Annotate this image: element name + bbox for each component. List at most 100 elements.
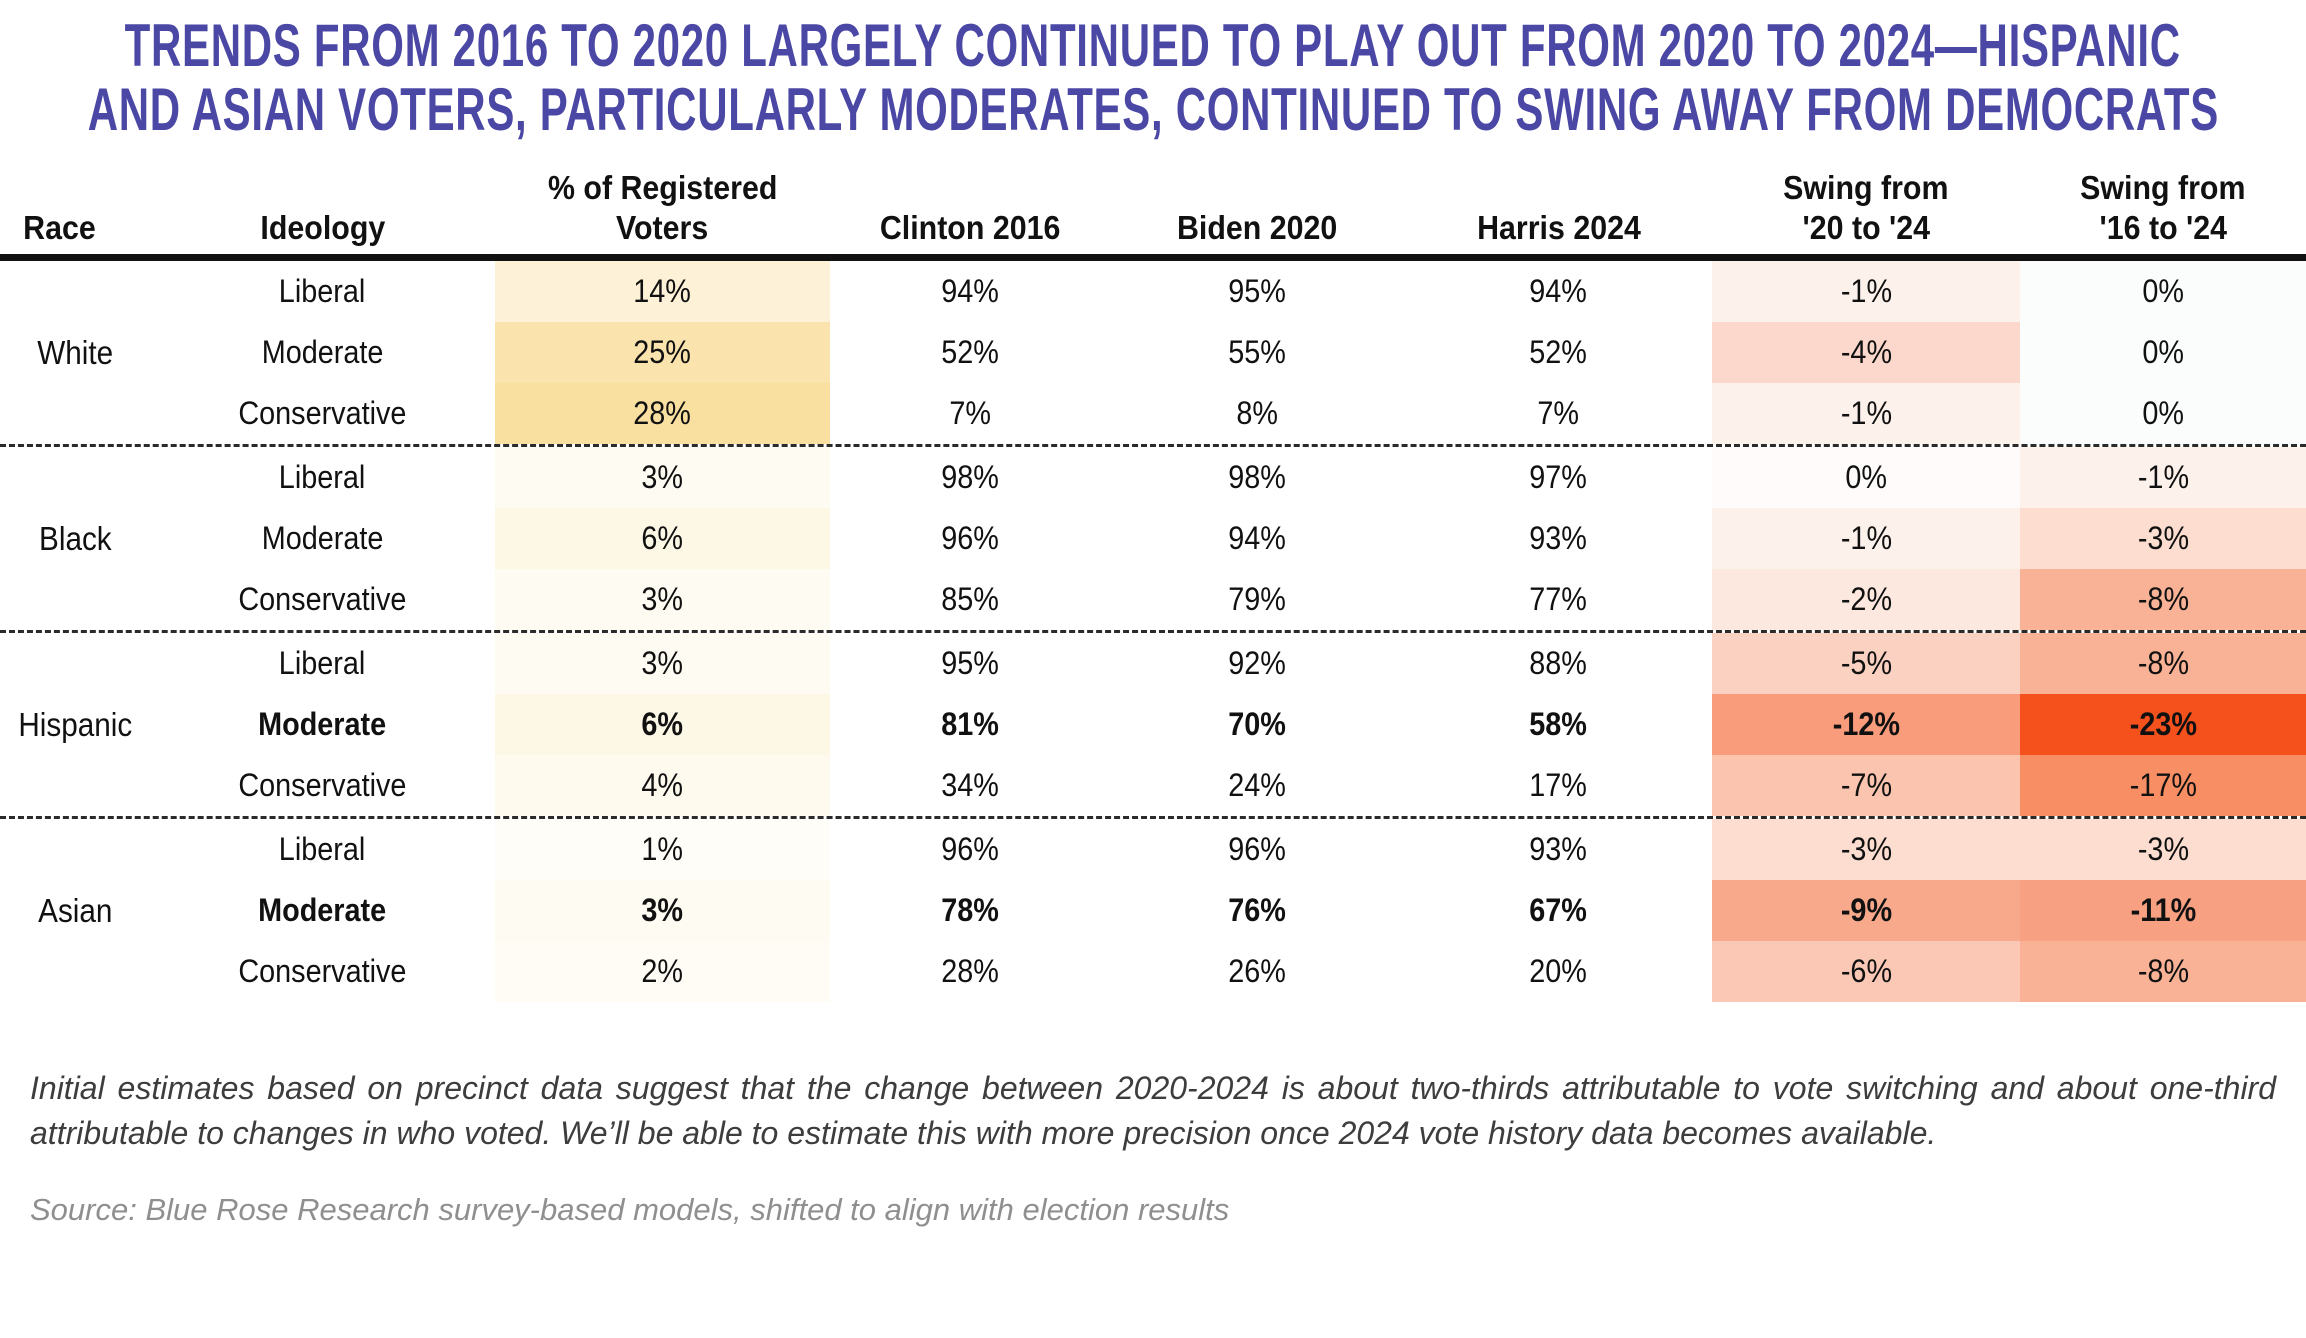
harris-cell: 88% (1529, 645, 1588, 681)
footnote-text: Initial estimates based on precinct data… (30, 1070, 2276, 1151)
swing-16-24-cell: -8% (2020, 633, 2306, 694)
registered-cell: 3% (495, 880, 830, 941)
header-race: Race (23, 209, 96, 246)
swing-20-24-cell: -4% (1712, 322, 2020, 383)
clinton-cell: 28% (941, 953, 999, 989)
swing-16-24-cell: 0% (2020, 383, 2306, 444)
harris-cell: 58% (1529, 706, 1588, 742)
swing-20-24-cell: -7% (1712, 755, 2020, 816)
ideology-cell: Conservative (238, 395, 407, 431)
header-ideology: Ideology (260, 209, 385, 246)
biden-cell: 98% (1228, 459, 1287, 495)
biden-cell: 26% (1228, 953, 1287, 989)
race-label: Black (38, 519, 112, 557)
ideology-cell: Liberal (279, 273, 366, 309)
clinton-cell: 96% (941, 520, 999, 556)
table-row: Moderate 25% 52% 55% 52% -4% 0% (150, 322, 2306, 383)
clinton-cell: 78% (941, 892, 999, 928)
clinton-cell: 34% (941, 767, 999, 803)
ideology-cell: Conservative (238, 767, 407, 803)
table-row-emphasized: Moderate 6% 81% 70% 58% -12% -23% (150, 694, 2306, 755)
registered-cell: 2% (495, 941, 830, 1002)
table-row: Liberal 3% 95% 92% 88% -5% -8% (150, 633, 2306, 694)
harris-cell: 77% (1529, 581, 1588, 617)
ideology-cell: Liberal (279, 459, 366, 495)
ideology-cell: Liberal (279, 831, 366, 867)
swing-20-24-cell: 0% (1712, 447, 2020, 508)
header-harris-2024: Harris 2024 (1476, 209, 1641, 246)
title-line-1: TRENDS FROM 2016 TO 2020 LARGELY CONTINU… (124, 12, 2182, 79)
swing-16-24-cell: -8% (2020, 941, 2306, 1002)
swing-20-24-cell: -9% (1712, 880, 2020, 941)
registered-cell: 14% (495, 261, 830, 322)
registered-cell: 25% (495, 322, 830, 383)
table-row: Conservative 2% 28% 26% 20% -6% -8% (150, 941, 2306, 1002)
swing-16-24-cell: -3% (2020, 508, 2306, 569)
harris-cell: 7% (1537, 395, 1580, 431)
race-label: White (37, 333, 113, 371)
harris-cell: 93% (1529, 831, 1588, 867)
clinton-cell: 85% (941, 581, 999, 617)
ideology-cell: Conservative (238, 581, 407, 617)
biden-cell: 70% (1228, 706, 1287, 742)
title-line-2: AND ASIAN VOTERS, PARTICULARLY MODERATES… (87, 76, 2219, 143)
table-row: Liberal 14% 94% 95% 94% -1% 0% (150, 261, 2306, 322)
swing-16-24-cell: 0% (2020, 261, 2306, 322)
clinton-cell: 52% (941, 334, 999, 370)
swing-16-24-cell: -1% (2020, 447, 2306, 508)
race-group-white: White Liberal 14% 94% 95% 94% -1% 0% Mod… (0, 261, 2306, 444)
swing-16-24-cell: -3% (2020, 819, 2306, 880)
header-swing-20-24: Swing from '20 to '24 (1783, 169, 1949, 246)
ideology-cell: Moderate (258, 706, 387, 742)
source-attribution: Source: Blue Rose Research survey-based … (30, 1192, 1230, 1227)
registered-cell: 3% (495, 633, 830, 694)
registered-cell: 6% (495, 508, 830, 569)
table-row: Conservative 3% 85% 79% 77% -2% -8% (150, 569, 2306, 630)
ideology-cell: Moderate (261, 520, 384, 556)
header-clinton-2016: Clinton 2016 (879, 209, 1061, 246)
table-row: Liberal 3% 98% 98% 97% 0% -1% (150, 447, 2306, 508)
table-row-emphasized: Moderate 3% 78% 76% 67% -9% -11% (150, 880, 2306, 941)
registered-cell: 28% (495, 383, 830, 444)
harris-cell: 67% (1529, 892, 1588, 928)
registered-cell: 6% (495, 694, 830, 755)
swing-20-24-cell: -1% (1712, 383, 2020, 444)
swing-20-24-cell: -2% (1712, 569, 2020, 630)
clinton-cell: 96% (941, 831, 999, 867)
swing-16-24-cell: -23% (2020, 694, 2306, 755)
biden-cell: 79% (1228, 581, 1287, 617)
swing-20-24-cell: -5% (1712, 633, 2020, 694)
biden-cell: 24% (1228, 767, 1287, 803)
harris-cell: 17% (1529, 767, 1588, 803)
table-header-row: Race Ideology % of Registered Voters Clin… (0, 156, 2306, 261)
biden-cell: 55% (1228, 334, 1287, 370)
table-row: Moderate 6% 96% 94% 93% -1% -3% (150, 508, 2306, 569)
harris-cell: 20% (1529, 953, 1588, 989)
race-group-asian: Asian Liberal 1% 96% 96% 93% -3% -3% Mod… (0, 816, 2306, 1002)
results-table: Race Ideology % of Registered Voters Clin… (0, 156, 2306, 1002)
biden-cell: 8% (1236, 395, 1279, 431)
header-registered: % of Registered Voters (547, 169, 778, 246)
harris-cell: 94% (1529, 273, 1588, 309)
swing-20-24-cell: -1% (1712, 261, 2020, 322)
registered-cell: 1% (495, 819, 830, 880)
swing-16-24-cell: -17% (2020, 755, 2306, 816)
ideology-cell: Conservative (238, 953, 407, 989)
table-row: Conservative 28% 7% 8% 7% -1% 0% (150, 383, 2306, 444)
table-row: Conservative 4% 34% 24% 17% -7% -17% (150, 755, 2306, 816)
biden-cell: 95% (1228, 273, 1287, 309)
header-biden-2020: Biden 2020 (1177, 209, 1338, 246)
race-group-hispanic: Hispanic Liberal 3% 95% 92% 88% -5% -8% … (0, 630, 2306, 816)
swing-16-24-cell: -11% (2020, 880, 2306, 941)
registered-cell: 3% (495, 569, 830, 630)
registered-cell: 4% (495, 755, 830, 816)
swing-20-24-cell: -3% (1712, 819, 2020, 880)
ideology-cell: Moderate (258, 892, 387, 928)
biden-cell: 96% (1228, 831, 1287, 867)
harris-cell: 97% (1529, 459, 1588, 495)
race-label: Asian (37, 891, 113, 929)
swing-16-24-cell: -8% (2020, 569, 2306, 630)
ideology-cell: Moderate (261, 334, 384, 370)
biden-cell: 92% (1228, 645, 1287, 681)
clinton-cell: 7% (949, 395, 991, 431)
